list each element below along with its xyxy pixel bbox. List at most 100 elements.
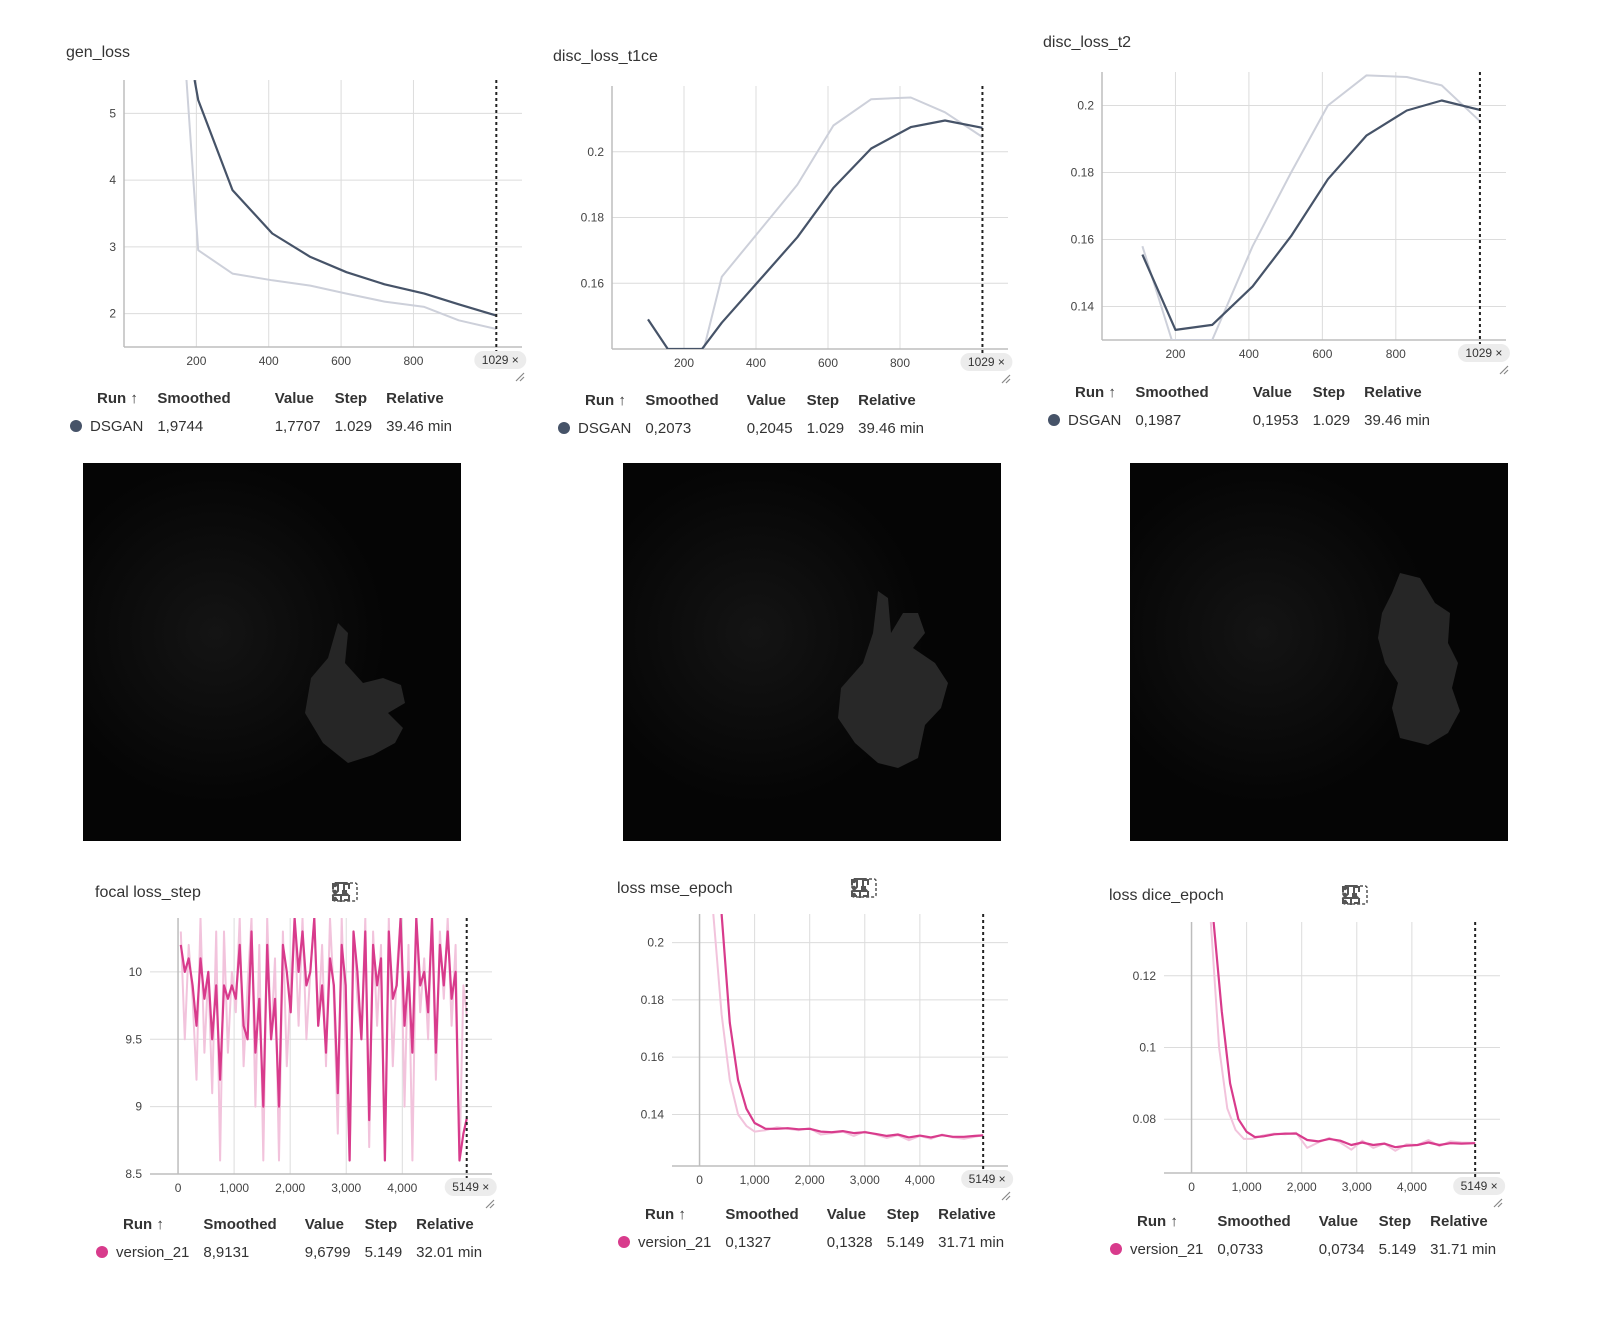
step-badge-label[interactable]: 5149 × [452,1180,489,1194]
step-badge-label[interactable]: 1029 × [968,355,1005,369]
resize-handle-icon[interactable] [515,372,525,382]
col-run[interactable]: Run ↑ [645,1205,686,1223]
step-badge-label[interactable]: 5149 × [969,1172,1006,1186]
smoothed-cell: 0,1327 [725,1233,772,1251]
col-step: Step [1312,383,1346,401]
run-name: DSGAN [90,417,144,435]
y-tick-label: 0.16 [1071,233,1095,247]
disc-loss-t2-panel: disc_loss_t2 200 400 600 800 0.14 0.16 0.18 0.2… [1040,0,1600,450]
smoothed-cell: 1,9744 [157,417,204,435]
image-content [623,463,1001,841]
smoothed-series-line [1212,922,1476,1149]
disc-loss-t1ce-panel: disc_loss_t1ce 200 400 600 800 0.16 0.18 0.2 10… [540,0,1040,450]
more-vert-icon[interactable] [332,878,510,906]
step-badge[interactable] [961,1170,1014,1188]
y-tick-label: 0.14 [1071,300,1095,314]
loss-dice-chart[interactable]: 0 1,000 2,000 3,000 4,000 0.08 0.1 0.12 5149 × [1060,860,1610,1328]
x-tick-label: 3,000 [850,1173,880,1187]
col-run[interactable]: Run ↑ [585,391,626,409]
resize-handle-icon[interactable] [1001,1191,1011,1201]
generated-image-t2 [1130,463,1508,841]
col-step: Step [1378,1212,1412,1230]
step-badge-label[interactable]: 1029 × [1465,346,1502,360]
y-tick-label: 0.2 [647,936,664,950]
raw-series-line [1209,922,1476,1152]
run-cell: version_21 [1110,1235,1217,1263]
y-tick-label: 0.16 [641,1050,665,1064]
run-color-dot [1110,1242,1122,1255]
fullscreen-icon[interactable] [332,878,460,906]
run-cell: DSGAN [1048,406,1135,434]
step-badge[interactable] [1457,344,1510,362]
stats-table: Run ↑ Smoothed Value Step Relative DSGAN… [1048,378,1444,434]
col-run[interactable]: Run ↑ [1075,383,1116,401]
col-smoothed: Smoothed [725,1205,799,1223]
step-cell: 1.029 [806,419,845,437]
step-badge-label[interactable]: 1029 × [482,353,519,367]
step-badge[interactable] [474,351,527,369]
focal-loss-chart[interactable]: 0 1,000 2,000 3,000 4,000 8.5 9 9.5 10 5149 × [0,860,540,1328]
x-tick-label: 600 [331,354,351,368]
smoothed-cell: 0,2073 [645,419,692,437]
gen-loss-chart[interactable]: 200 400 600 800 2 3 4 5 1029 × [0,0,540,450]
fullscreen-icon[interactable] [1342,881,1470,909]
x-tick-label: 800 [1386,347,1406,361]
raw-series-line [185,80,497,330]
fullscreen-icon[interactable] [851,874,979,902]
x-tick-label: 4,000 [905,1173,935,1187]
col-run[interactable]: Run ↑ [97,389,138,407]
value-cell: 0,2045 [746,419,793,437]
generated-image-t1ce [623,463,1001,841]
stats-table: Run ↑ Smoothed Value Step Relative versi… [1110,1207,1510,1263]
smoothed-series-line [193,80,497,317]
image-content [83,463,461,841]
relative-cell: 39.46 min [386,417,452,435]
resize-handle-icon[interactable] [485,1199,495,1209]
more-vert-icon[interactable] [851,874,1029,902]
disc-loss-t1ce-chart[interactable]: 200 400 600 800 0.16 0.18 0.2 1029 × [540,0,1040,450]
col-smoothed: Smoothed [1217,1212,1291,1230]
smoothed-cell: 8,9131 [203,1243,250,1261]
step-badge[interactable] [960,353,1013,371]
col-value: Value [746,391,786,409]
focal-loss-panel: focal loss_step 0 1,000 2,000 3,000 4,000 8.5… [0,860,540,1328]
y-tick-label: 2 [109,307,116,321]
value-cell: 9,6799 [304,1243,351,1261]
step-badge-label[interactable]: 5149 × [1461,1179,1498,1193]
run-name: version_21 [116,1243,190,1261]
resize-handle-icon[interactable] [1493,1198,1503,1208]
raw-series-line [712,914,984,1142]
chart-title: focal loss_step [95,884,201,901]
disc-loss-t2-chart[interactable]: 200 400 600 800 0.14 0.16 0.18 0.2 1029 × [1040,0,1600,450]
relative-cell: 39.46 min [1364,411,1430,429]
generated-image-t1 [83,463,461,841]
chart-toolbar [331,878,510,906]
x-tick-label: 1,000 [740,1173,770,1187]
image-content [1130,463,1508,841]
col-run[interactable]: Run ↑ [1137,1212,1178,1230]
resize-handle-icon[interactable] [1001,374,1011,384]
col-run[interactable]: Run ↑ [123,1215,164,1233]
value-cell: 0,1328 [826,1233,873,1251]
y-tick-label: 5 [109,106,116,120]
gen-loss-panel: gen_loss 200 400 600 800 2 3 4 5 1029 × Run ↑ Sm… [0,0,540,450]
run-color-dot [70,419,82,432]
step-badge[interactable] [1453,1177,1506,1195]
loss-dice-panel: loss dice_epoch 0 1,000 2,000 3,000 4,000 0.0… [1060,860,1610,1328]
resize-handle-icon[interactable] [1499,365,1509,375]
relative-cell: 39.46 min [858,419,924,437]
more-vert-icon[interactable] [1342,881,1520,909]
step-badge[interactable] [444,1178,497,1196]
chart-title: disc_loss_t1ce [553,48,658,65]
loss-mse-chart[interactable]: 0 1,000 2,000 3,000 4,000 0.14 0.16 0.18 0.2 5149… [540,860,1060,1328]
value-cell: 1,7707 [274,417,321,435]
x-tick-label: 0 [696,1173,703,1187]
run-name: DSGAN [1068,411,1122,429]
y-tick-label: 3 [109,240,116,254]
smoothed-cell: 0,0733 [1217,1240,1264,1258]
x-tick-label: 2,000 [1287,1180,1317,1194]
stats-table: Run ↑ Smoothed Value Step Relative DSGAN… [70,384,466,440]
col-relative: Relative [858,391,916,409]
series-group [647,96,983,349]
y-tick-label: 10 [129,965,143,979]
